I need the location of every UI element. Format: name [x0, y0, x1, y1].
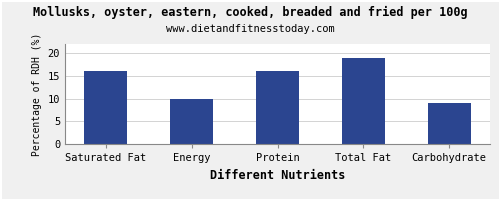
Bar: [84, 71, 127, 144]
Y-axis label: Percentage of RDH (%): Percentage of RDH (%): [32, 32, 42, 156]
Text: Mollusks, oyster, eastern, cooked, breaded and fried per 100g: Mollusks, oyster, eastern, cooked, bread…: [32, 6, 468, 19]
Bar: [256, 71, 299, 144]
Bar: [342, 58, 385, 144]
Bar: [428, 103, 470, 144]
Bar: [170, 99, 213, 144]
Text: www.dietandfitnesstoday.com: www.dietandfitnesstoday.com: [166, 24, 334, 34]
X-axis label: Different Nutrients: Different Nutrients: [210, 169, 345, 182]
